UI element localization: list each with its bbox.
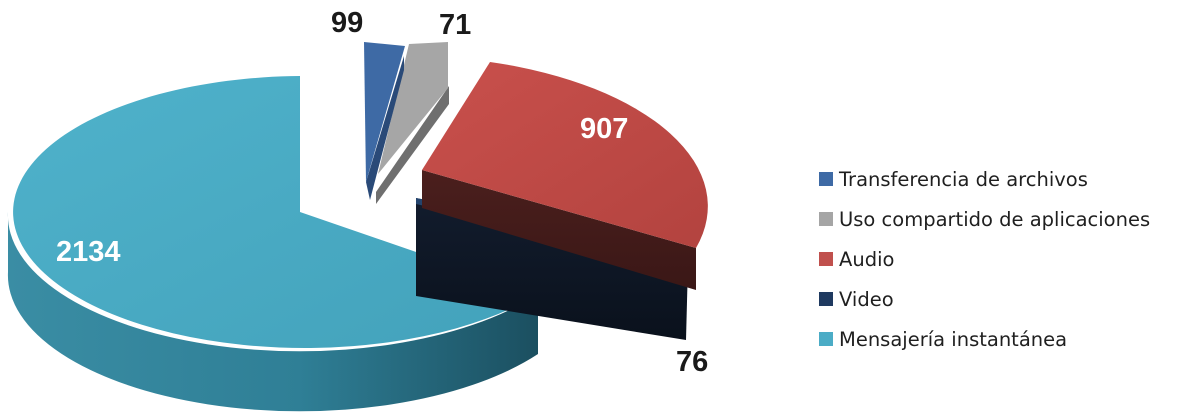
legend-label: Video bbox=[839, 287, 894, 311]
legend-item-transferencia: Transferencia de archivos bbox=[819, 159, 1199, 199]
slice-uso-side bbox=[376, 86, 449, 204]
slice-video-side bbox=[416, 198, 688, 340]
label-mensajeria: 2134 bbox=[56, 236, 121, 268]
label-video: 76 bbox=[676, 346, 709, 378]
slice-audio-side bbox=[422, 170, 696, 290]
legend-swatch bbox=[819, 252, 833, 266]
legend-label: Transferencia de archivos bbox=[839, 167, 1088, 191]
slice-audio-top bbox=[422, 62, 708, 248]
label-uso: 71 bbox=[439, 9, 472, 41]
legend-label: Audio bbox=[839, 247, 895, 271]
legend-item-uso: Uso compartido de aplicaciones bbox=[819, 199, 1199, 239]
label-audio: 907 bbox=[580, 113, 629, 145]
label-transferencia: 99 bbox=[331, 7, 364, 39]
legend-label: Mensajería instantánea bbox=[839, 327, 1068, 351]
slice-transferencia-top bbox=[364, 42, 405, 182]
slice-mensajeria-top bbox=[13, 76, 539, 348]
legend-swatch bbox=[819, 332, 833, 346]
slice-mensajeria-side bbox=[7, 212, 539, 412]
pie-chart bbox=[7, 42, 708, 412]
legend-item-video: Video bbox=[819, 279, 1199, 319]
legend-label: Uso compartido de aplicaciones bbox=[839, 207, 1151, 231]
legend-swatch bbox=[819, 212, 833, 226]
slice-uso-top bbox=[378, 42, 448, 174]
legend-item-audio: Audio bbox=[819, 239, 1199, 279]
legend-item-mensajeria: Mensajería instantánea bbox=[819, 319, 1199, 359]
legend-swatch bbox=[819, 292, 833, 306]
legend: Transferencia de archivos Uso compartido… bbox=[819, 159, 1199, 359]
legend-swatch bbox=[819, 172, 833, 186]
slice-transferencia-side bbox=[366, 56, 404, 200]
